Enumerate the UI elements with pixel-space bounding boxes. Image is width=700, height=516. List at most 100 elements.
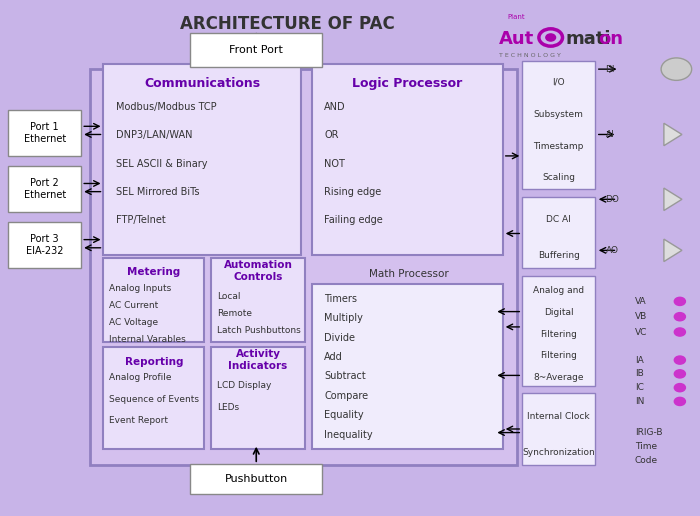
Bar xyxy=(190,464,322,494)
Text: Internal Clock: Internal Clock xyxy=(527,412,590,421)
Bar xyxy=(190,34,322,67)
Text: LEDs: LEDs xyxy=(217,402,239,412)
Text: Inequality: Inequality xyxy=(324,430,373,440)
Text: Port 3
EIA-232: Port 3 EIA-232 xyxy=(26,234,64,256)
Text: Compare: Compare xyxy=(324,391,368,401)
Text: Event Report: Event Report xyxy=(109,416,168,425)
Text: Filtering: Filtering xyxy=(540,351,577,361)
Text: Aut: Aut xyxy=(499,29,535,47)
Text: T E C H N O L O G Y: T E C H N O L O G Y xyxy=(499,53,561,58)
Text: Local: Local xyxy=(217,292,240,301)
Text: Analog and: Analog and xyxy=(533,286,584,295)
Bar xyxy=(104,258,204,342)
Bar xyxy=(8,110,81,156)
Text: Analog Profile: Analog Profile xyxy=(109,374,172,382)
Text: Add: Add xyxy=(324,352,343,362)
Text: DO: DO xyxy=(606,195,620,204)
Text: Analog Inputs: Analog Inputs xyxy=(109,284,172,293)
Text: Failing edge: Failing edge xyxy=(324,215,383,224)
Circle shape xyxy=(546,34,556,41)
Text: AND: AND xyxy=(324,102,346,112)
Text: Reporting: Reporting xyxy=(125,357,183,367)
Circle shape xyxy=(674,370,685,378)
Text: Port 2
Ethernet: Port 2 Ethernet xyxy=(24,179,66,200)
Text: Automation
Controls: Automation Controls xyxy=(223,260,293,282)
Text: NOT: NOT xyxy=(324,158,345,169)
Circle shape xyxy=(674,313,685,321)
Bar xyxy=(522,276,595,385)
Text: Port 1
Ethernet: Port 1 Ethernet xyxy=(24,122,66,144)
Circle shape xyxy=(674,383,685,392)
Text: Timers: Timers xyxy=(324,294,357,304)
Text: Time: Time xyxy=(635,442,657,451)
Bar xyxy=(104,347,204,449)
Text: ARCHITECTURE OF PAC: ARCHITECTURE OF PAC xyxy=(180,15,395,33)
Polygon shape xyxy=(664,239,682,262)
Text: Rising edge: Rising edge xyxy=(324,187,382,197)
Text: Activity
Indicators: Activity Indicators xyxy=(228,349,288,371)
Bar xyxy=(211,347,305,449)
Text: VC: VC xyxy=(635,328,647,336)
Text: Metering: Metering xyxy=(127,267,181,277)
Text: Multiply: Multiply xyxy=(324,313,363,323)
Bar xyxy=(522,61,595,189)
Text: Buffering: Buffering xyxy=(538,251,580,260)
Text: Digital: Digital xyxy=(544,308,573,317)
Text: SEL Mirrored BiTs: SEL Mirrored BiTs xyxy=(116,187,200,197)
Text: AO: AO xyxy=(606,246,619,255)
Text: FTP/Telnet: FTP/Telnet xyxy=(116,215,166,224)
Bar xyxy=(8,166,81,212)
Text: AC Current: AC Current xyxy=(109,301,158,310)
Circle shape xyxy=(661,58,692,80)
Text: Remote: Remote xyxy=(217,309,252,318)
Text: Equality: Equality xyxy=(324,410,364,420)
Text: Sequence of Events: Sequence of Events xyxy=(109,395,199,404)
Circle shape xyxy=(674,328,685,336)
Bar xyxy=(312,64,503,255)
Text: Synchronization: Synchronization xyxy=(522,448,595,457)
Text: IRIG-B: IRIG-B xyxy=(635,428,662,437)
Text: 8~Average: 8~Average xyxy=(533,374,584,382)
Text: Pushbutton: Pushbutton xyxy=(225,474,288,484)
Text: VA: VA xyxy=(635,297,646,306)
Text: I/O: I/O xyxy=(552,78,565,87)
Bar xyxy=(90,69,517,465)
Text: IA: IA xyxy=(635,356,643,365)
Text: AI: AI xyxy=(606,130,615,139)
Text: IC: IC xyxy=(635,383,643,392)
Text: DC AI: DC AI xyxy=(546,216,571,224)
Text: Math Processor: Math Processor xyxy=(369,269,449,279)
Text: mati: mati xyxy=(566,29,611,47)
Text: Modbus/Modbus TCP: Modbus/Modbus TCP xyxy=(116,102,216,112)
Text: OR: OR xyxy=(324,131,339,140)
Text: Latch Pushbuttons: Latch Pushbuttons xyxy=(217,327,300,335)
Text: Timestamp: Timestamp xyxy=(533,141,584,151)
Text: LCD Display: LCD Display xyxy=(217,381,271,390)
Text: Divide: Divide xyxy=(324,333,356,343)
Text: DI: DI xyxy=(606,64,615,74)
Bar xyxy=(522,197,595,268)
Bar xyxy=(211,258,305,342)
Polygon shape xyxy=(664,123,682,146)
Text: Scaling: Scaling xyxy=(542,173,575,183)
Text: Plant: Plant xyxy=(507,14,524,20)
Text: VB: VB xyxy=(635,312,647,321)
Text: Communications: Communications xyxy=(144,77,260,90)
Text: Filtering: Filtering xyxy=(540,330,577,338)
Text: Subsystem: Subsystem xyxy=(533,109,584,119)
Text: IB: IB xyxy=(635,369,643,378)
Text: IN: IN xyxy=(635,397,644,406)
Circle shape xyxy=(674,397,685,406)
Circle shape xyxy=(674,297,685,305)
Text: DNP3/LAN/WAN: DNP3/LAN/WAN xyxy=(116,131,192,140)
Text: AC Voltage: AC Voltage xyxy=(109,318,158,327)
Polygon shape xyxy=(664,188,682,211)
Text: Code: Code xyxy=(635,456,658,464)
Bar xyxy=(522,393,595,465)
Bar xyxy=(312,283,503,449)
Text: on: on xyxy=(598,29,623,47)
Text: Internal Varables: Internal Varables xyxy=(109,335,186,344)
Text: SEL ASCII & Binary: SEL ASCII & Binary xyxy=(116,158,207,169)
Circle shape xyxy=(674,356,685,364)
Text: Subtract: Subtract xyxy=(324,372,366,381)
